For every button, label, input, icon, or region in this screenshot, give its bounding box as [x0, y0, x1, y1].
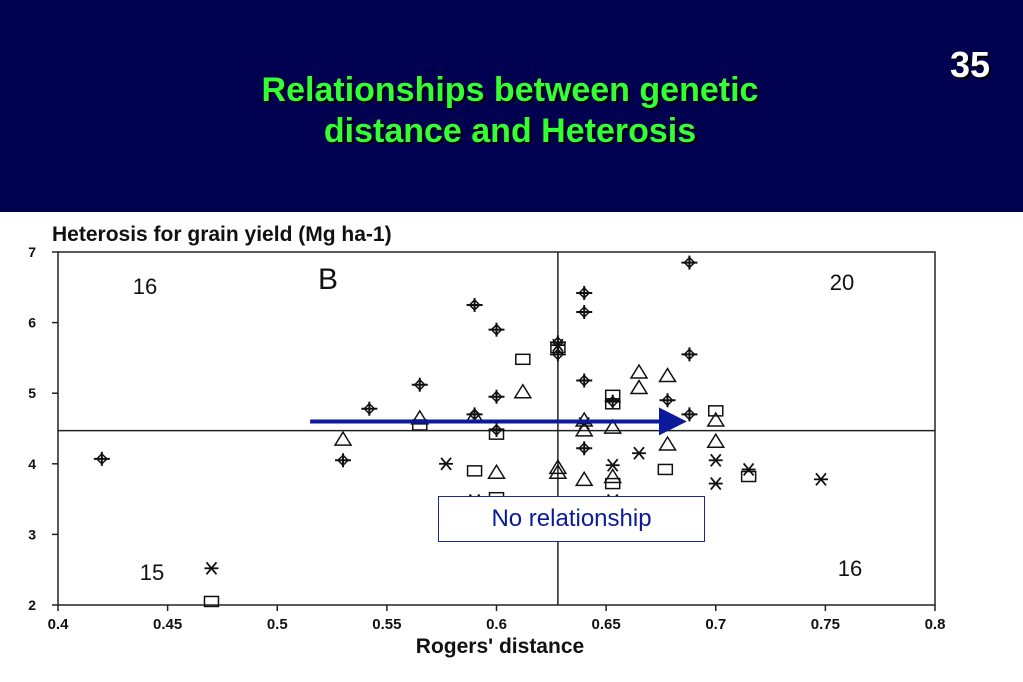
data-point-triangle: [603, 418, 623, 434]
data-point-plus-diamond: [604, 394, 621, 409]
scatter-chart: 0.4 0.45 0.5 0.55 0.6 0.65 0.7 0.75 0.8 2 3 4 5 6 7 He…: [0, 212, 1023, 682]
y-tick-label: 6: [28, 315, 36, 331]
y-tick-label: 7: [28, 244, 36, 260]
data-point-square: [657, 463, 674, 476]
data-point-square: [604, 477, 621, 490]
data-point-plus-diamond: [681, 347, 698, 362]
no-relationship-callout: No relationship: [438, 496, 705, 542]
data-point-square: [515, 353, 531, 366]
data-point-square: [604, 389, 621, 402]
quadrant-count-bottom-right: 16: [838, 556, 862, 581]
data-point-triangle: [658, 367, 677, 383]
data-point-square: [488, 428, 505, 440]
data-point-asterisk: [204, 561, 219, 575]
y-tick-label: 5: [28, 385, 36, 401]
y-tick-label: 3: [28, 526, 36, 542]
data-point-triangle: [574, 470, 594, 487]
data-point-square: [203, 595, 220, 608]
slide-header: [0, 0, 1023, 212]
x-tick-label: 0.65: [592, 616, 621, 633]
data-point-triangle: [333, 430, 353, 446]
data-point-asterisk: [439, 457, 454, 471]
x-tick-label: 0.8: [925, 616, 946, 633]
data-point-asterisk: [632, 446, 647, 460]
data-point-triangle: [629, 379, 649, 395]
data-point-triangle: [513, 383, 533, 399]
data-point-plus-diamond: [466, 297, 483, 312]
data-point-asterisk: [708, 453, 723, 467]
x-axis-label: Rogers' distance: [416, 635, 584, 658]
data-point-plus-diamond: [488, 422, 505, 437]
data-point-triangle: [658, 435, 677, 451]
data-point-triangle: [410, 409, 430, 425]
slide-number: 35: [949, 44, 991, 85]
data-point-square: [604, 398, 621, 410]
data-point-triangle: [548, 463, 568, 480]
data-point-plus-diamond: [93, 451, 110, 466]
x-tick-label: 0.7: [705, 616, 726, 633]
data-point-triangle: [629, 363, 649, 379]
data-point-plus-diamond: [681, 407, 698, 422]
x-tick-label: 0.5: [267, 616, 288, 633]
chart-text: Heterosis for grain yield (Mg ha-1) Roge…: [52, 223, 862, 658]
data-point-square: [740, 470, 757, 483]
data-point-square: [550, 341, 566, 354]
quadrant-count-top-left: 16: [133, 274, 157, 299]
data-point-asterisk: [577, 416, 592, 431]
data-point-asterisk: [708, 476, 723, 491]
x-tick-label: 0.6: [486, 616, 507, 633]
y-axis-label: Heterosis for grain yield (Mg ha-1): [52, 223, 392, 246]
data-point-triangle: [548, 458, 568, 475]
y-tick-label: 2: [28, 597, 36, 613]
data-point-triangle: [706, 411, 726, 427]
axis-ticks: 0.4 0.45 0.5 0.55 0.6 0.65 0.7 0.75 0.8 2 3 4 5 6 7: [28, 244, 945, 633]
data-point-asterisk: [605, 458, 620, 472]
data-point-plus-diamond: [488, 389, 505, 404]
data-point-plus-diamond: [681, 255, 698, 270]
data-point-plus-diamond: [576, 285, 593, 300]
data-point-square: [466, 465, 483, 477]
data-point-plus-diamond: [549, 347, 566, 362]
data-point-asterisk: [741, 462, 756, 477]
data-point-plus-diamond: [576, 305, 593, 320]
quadrant-count-top-right: 20: [830, 270, 854, 295]
data-point-plus-diamond: [576, 441, 593, 456]
slide-title: Relationships between genetic distance a…: [261, 71, 759, 150]
chart-svg: 0.4 0.45 0.5 0.55 0.6 0.65 0.7 0.75 0.8 2 3 4 5 6 7 He…: [28, 223, 945, 658]
x-tick-label: 0.55: [372, 616, 401, 633]
data-point-asterisk: [813, 472, 828, 486]
data-point-plus-diamond: [361, 401, 378, 416]
data-point-plus-diamond: [488, 322, 505, 337]
data-point-triangle: [706, 432, 726, 448]
data-point-triangle: [487, 463, 506, 480]
x-tick-label: 0.4: [48, 616, 70, 633]
x-tick-label: 0.45: [153, 616, 182, 633]
data-point-plus-diamond: [576, 373, 593, 388]
data-point-plus-diamond: [659, 393, 676, 408]
data-point-triangle: [603, 468, 623, 484]
data-point-square: [708, 405, 724, 417]
data-point-plus-diamond: [335, 453, 352, 468]
quadrant-count-bottom-left: 15: [140, 560, 164, 585]
x-tick-label: 0.75: [811, 616, 840, 633]
panel-label: B: [318, 263, 338, 296]
y-tick-label: 4: [28, 456, 36, 472]
data-point-plus-diamond: [411, 377, 428, 392]
data-point-asterisk: [550, 338, 565, 352]
